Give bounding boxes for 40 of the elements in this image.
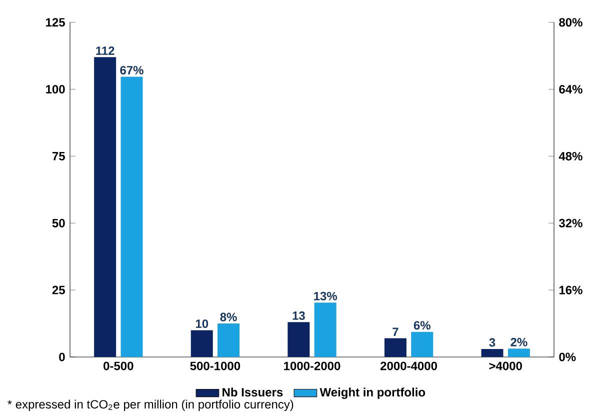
data-label: 13% bbox=[314, 292, 338, 300]
data-label: 6% bbox=[414, 321, 430, 330]
bar bbox=[288, 322, 310, 357]
x-tick-label: 0-500 bbox=[104, 362, 134, 370]
y-tick-label: 125 bbox=[46, 18, 65, 27]
y-tick-label: 50 bbox=[52, 218, 65, 228]
data-label: 7 bbox=[392, 328, 398, 336]
y2-tick-label: 0% bbox=[559, 352, 576, 362]
data-label: 2% bbox=[510, 338, 528, 346]
x-tick-label: 1000-2000 bbox=[284, 362, 340, 370]
bar bbox=[481, 348, 504, 357]
data-label: 112 bbox=[96, 46, 114, 55]
y-tick-label: 75 bbox=[52, 152, 65, 160]
bar bbox=[508, 348, 530, 357]
bar bbox=[218, 324, 240, 357]
y2-tick-label: 80% bbox=[559, 18, 582, 27]
y2-tick-label: 48% bbox=[558, 152, 582, 160]
x-tick-label: 500-1000 bbox=[190, 362, 240, 370]
bar bbox=[411, 332, 434, 357]
y2-tick-label: 64% bbox=[559, 85, 582, 94]
y-tick-label: 25 bbox=[52, 286, 65, 294]
bar bbox=[314, 302, 336, 357]
y-tick-label: 0 bbox=[59, 352, 65, 362]
data-label: 13 bbox=[292, 311, 305, 320]
x-tick-label: >4000 bbox=[489, 362, 522, 370]
x-tick-label: 2000-4000 bbox=[380, 362, 437, 370]
text: * expressed in tCO$_{2}$e per million (in portfolio currency) bbox=[8, 400, 294, 411]
y2-tick-label: 32% bbox=[558, 218, 582, 228]
legend-label: Nb Issuers bbox=[222, 388, 283, 397]
bar bbox=[384, 338, 406, 357]
bar bbox=[94, 57, 116, 357]
data-label: 67% bbox=[120, 66, 144, 74]
legend-label: Weight in portfolio bbox=[320, 388, 426, 399]
bar bbox=[120, 76, 143, 357]
y2-tick-label: 16% bbox=[559, 286, 582, 294]
data-label: 3 bbox=[489, 338, 496, 347]
data-label: 8% bbox=[220, 312, 237, 322]
data-label: 10 bbox=[196, 319, 208, 328]
bar bbox=[190, 330, 213, 357]
y-tick-label: 100 bbox=[46, 85, 65, 94]
